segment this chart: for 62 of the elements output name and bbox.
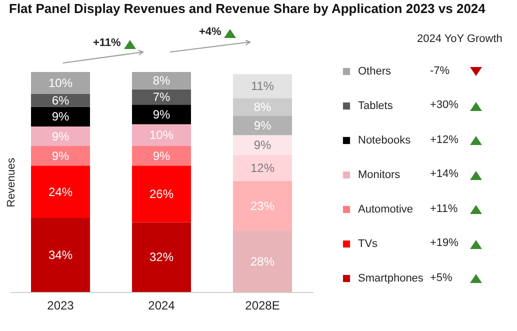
text: +14% (430, 168, 458, 180)
data-label: 10% (48, 76, 73, 90)
bar (31, 166, 90, 218)
data-label: 34% (48, 248, 73, 262)
legend-label: Notebooks (358, 134, 412, 146)
data-label: 8% (152, 74, 170, 88)
bar (233, 98, 292, 116)
data-label: 9% (52, 129, 70, 144)
data-label: 11% (250, 79, 274, 94)
text: -7% (430, 64, 450, 76)
bar (132, 124, 191, 146)
legend-label: Smartphones (358, 272, 424, 284)
bar (31, 106, 90, 126)
y-axis-title: Revenues (6, 157, 18, 208)
data-label: 10% (149, 128, 174, 142)
bar (233, 135, 292, 155)
data-label: 23% (250, 198, 275, 213)
data-label: 7% (152, 90, 170, 104)
legend-label: Tablets (358, 100, 394, 112)
text: +30% (430, 99, 458, 111)
data-label: 24% (48, 184, 73, 199)
bar (31, 72, 90, 94)
bar (31, 126, 90, 146)
bar (31, 218, 90, 292)
bar (132, 72, 191, 90)
bar (132, 222, 191, 292)
bar (31, 146, 90, 166)
data-label: 6% (52, 93, 70, 108)
data-label: 9% (52, 110, 70, 124)
bar (233, 180, 292, 232)
x-tick-label: 2028E (245, 298, 280, 312)
data-label: 26% (149, 186, 174, 201)
bar (132, 89, 191, 105)
legend-label: Others (358, 66, 392, 78)
data-label: 12% (250, 160, 275, 175)
data-label: 9% (152, 107, 170, 122)
legend-label: Monitors (358, 169, 401, 181)
data-label: 32% (149, 250, 174, 264)
data-label: 9% (52, 148, 70, 163)
bar (233, 116, 292, 136)
bar (132, 146, 191, 166)
legend-label: Automotive (358, 204, 414, 216)
data-label: 9% (254, 138, 272, 152)
text: +12% (430, 134, 458, 146)
data-label: 9% (152, 148, 170, 163)
bar (233, 74, 292, 98)
text: +11% (430, 202, 458, 214)
text: +5% (430, 272, 452, 284)
text: +19% (430, 237, 458, 249)
bar (233, 231, 292, 292)
data-label: 28% (250, 254, 275, 269)
text: +4% (199, 26, 222, 38)
text: 2024 YoY Growth (417, 33, 502, 45)
data-label: 9% (254, 118, 272, 132)
bar (132, 166, 191, 222)
bar (233, 154, 292, 181)
bar (132, 104, 191, 124)
legend-label: TVs (358, 238, 378, 250)
x-tick-label: 2023 (47, 298, 74, 312)
chart-title: Flat Panel Display Revenues and Revenue Share by Application 2023 vs 2024 (9, 1, 486, 16)
text: +11% (93, 37, 121, 49)
x-tick-label: 2024 (148, 298, 176, 312)
